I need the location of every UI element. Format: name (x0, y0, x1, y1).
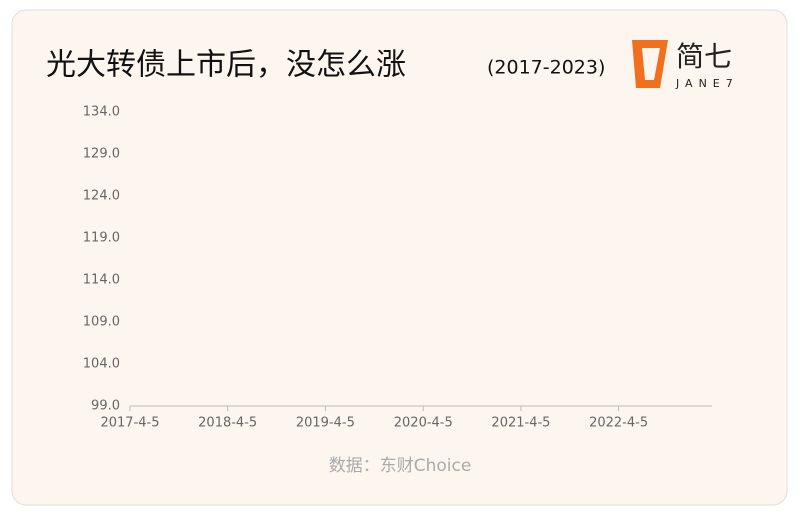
chart-subtitle: (2017-2023) (487, 57, 605, 79)
logo-sub: JANE7 (675, 77, 739, 90)
x-tick-label: 2020-4-5 (394, 416, 453, 431)
source: 数据：东财Choice (329, 456, 472, 476)
logo-name: 简七 (676, 40, 732, 73)
x-tick-label: 2021-4-5 (491, 416, 550, 431)
y-tick-label: 114.0 (83, 273, 120, 288)
y-tick-label: 134.0 (83, 105, 120, 120)
logo-mark-inner (642, 48, 660, 80)
y-tick-label: 99.0 (91, 399, 120, 414)
chart-title: 光大转债上市后，没怎么涨 (46, 48, 406, 83)
x-tick-label: 2019-4-5 (296, 416, 355, 431)
y-tick-label: 104.0 (83, 357, 120, 372)
x-tick-label: 2018-4-5 (198, 416, 257, 431)
card (11, 9, 788, 506)
x-tick-label: 2017-4-5 (100, 416, 159, 431)
x-tick-label: 2022-4-5 (589, 416, 648, 431)
y-tick-label: 124.0 (83, 189, 120, 204)
y-tick-label: 119.0 (83, 231, 120, 246)
y-tick-label: 109.0 (83, 315, 120, 330)
y-tick-label: 129.0 (83, 147, 120, 162)
